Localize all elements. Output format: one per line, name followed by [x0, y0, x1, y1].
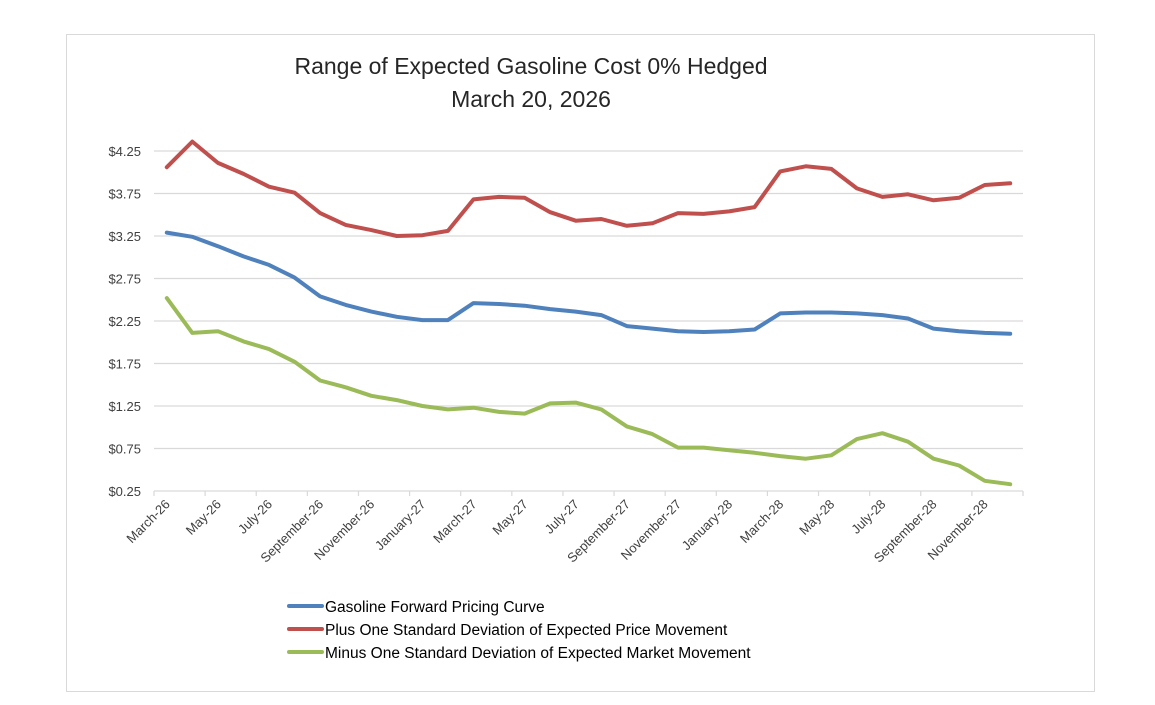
chart-title: Range of Expected Gasoline Cost 0% Hedge… — [294, 53, 767, 79]
series-lines — [164, 139, 1013, 487]
series-line-plus-one-sd — [164, 139, 1013, 238]
y-tick-label: $4.25 — [108, 144, 141, 159]
y-tick-label: $0.25 — [108, 484, 141, 499]
legend-label: Plus One Standard Deviation of Expected … — [325, 622, 728, 639]
x-tick-label: January-28 — [679, 497, 736, 554]
x-axis: March-26 May-26 July-26September-26Novembe… — [123, 490, 1024, 565]
x-tick-label: July-27 — [542, 497, 582, 537]
x-tick-label: July-26 — [235, 497, 275, 537]
x-tick-label: May-28 — [796, 497, 837, 538]
series-line-minus-one-sd — [164, 296, 1013, 487]
y-tick-label: $2.25 — [108, 314, 141, 329]
x-tick-label: May-26 — [183, 497, 224, 538]
y-tick-label: $0.75 — [108, 442, 141, 457]
x-tick-label: January-27 — [372, 497, 429, 554]
y-tick-label: $1.75 — [108, 357, 141, 372]
y-axis-tick-labels: $0.25 $0.75 $1.25 $1.75 $2.25 $2.75 $3.25 $3.75… — [108, 144, 141, 499]
legend-item: Minus One Standard Deviation of Expected… — [287, 645, 751, 662]
x-tick-label: May-27 — [489, 497, 530, 538]
legend-label: Gasoline Forward Pricing Curve — [325, 599, 545, 616]
x-tick-label: March-27 — [430, 497, 479, 546]
series-line-forward-curve — [164, 230, 1013, 336]
y-tick-label: $2.75 — [108, 272, 141, 287]
x-tick-label: March-26 — [123, 497, 172, 546]
x-tick-label: July-28 — [848, 497, 888, 537]
legend-item: Gasoline Forward Pricing Curve — [287, 599, 545, 616]
chart-subtitle: March 20, 2026 — [451, 86, 611, 112]
legend-item: Plus One Standard Deviation of Expected … — [287, 622, 728, 639]
x-tick-label: March-28 — [737, 497, 786, 546]
y-tick-label: $3.25 — [108, 229, 141, 244]
y-tick-label: $3.75 — [108, 187, 141, 202]
legend: Gasoline Forward Pricing Curve Plus One S… — [287, 599, 751, 662]
legend-label: Minus One Standard Deviation of Expected… — [325, 645, 751, 662]
y-tick-label: $1.25 — [108, 399, 141, 414]
